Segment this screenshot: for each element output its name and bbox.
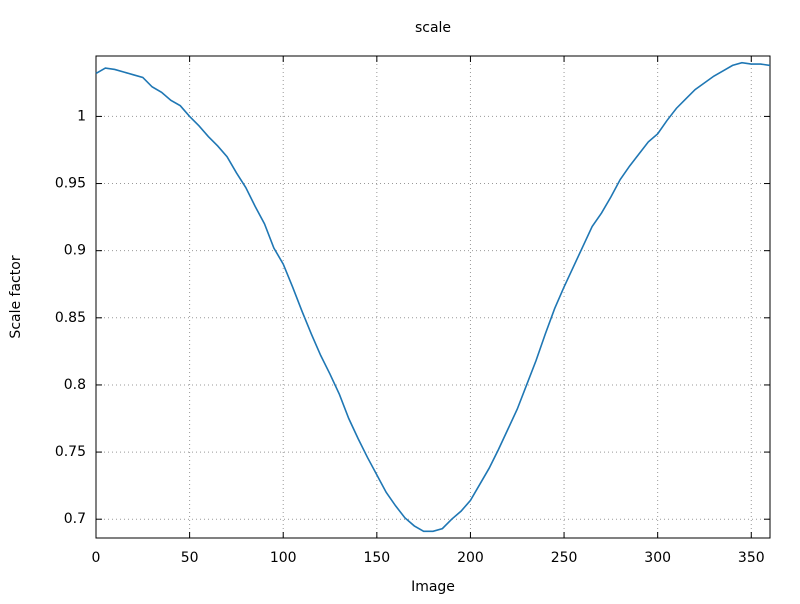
x-axis-label: Image [411, 579, 455, 595]
x-tick-label: 50 [181, 550, 199, 566]
x-tick-label: 100 [270, 550, 297, 566]
y-tick-label: 0.85 [55, 310, 86, 326]
y-axis-label: Scale factor [8, 255, 24, 338]
data-line [95, 61, 771, 533]
x-tick-label: 0 [92, 550, 101, 566]
y-tick-label: 0.95 [55, 176, 86, 192]
x-tick-label: 200 [457, 550, 484, 566]
plot-frame [95, 55, 771, 539]
x-tick-label: 250 [551, 550, 578, 566]
y-tick-label: 1 [77, 108, 86, 124]
y-tick-label: 0.75 [55, 444, 86, 460]
y-tick-label: 0.7 [64, 511, 86, 527]
y-tick-label: 0.8 [64, 377, 86, 393]
y-tick-label: 0.9 [64, 243, 86, 259]
chart-title: scale [415, 20, 451, 36]
x-tick-label: 150 [363, 550, 390, 566]
x-tick-label: 350 [738, 550, 765, 566]
x-tick-label: 300 [644, 550, 671, 566]
